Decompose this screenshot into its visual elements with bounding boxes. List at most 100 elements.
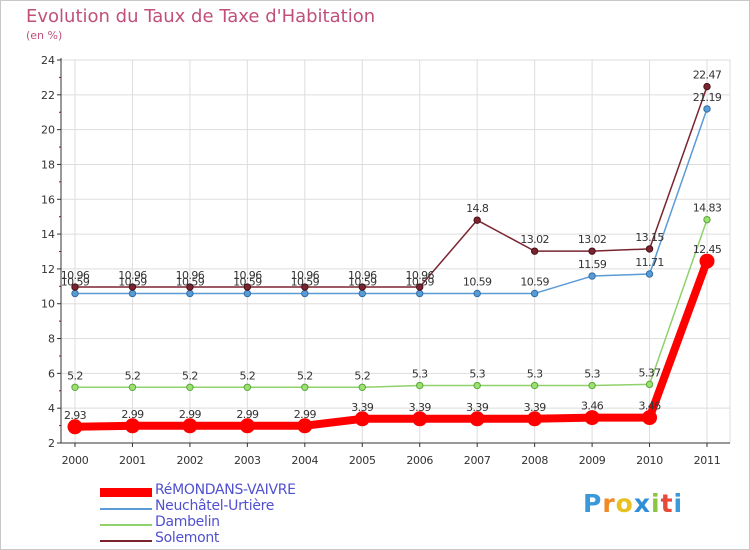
data-label-remondans: 2.99: [121, 408, 144, 421]
data-label-neuchatel: 10.59: [520, 275, 549, 288]
chart-title: Evolution du Taux de Taxe d'Habitation: [26, 6, 376, 27]
y-tick-label: 14: [41, 228, 55, 241]
data-point-solemont: [358, 283, 366, 291]
data-point-neuchatel: [243, 289, 252, 298]
y-tick-label: 4: [48, 402, 55, 415]
x-tick-label: 2010: [636, 454, 663, 467]
data-point-dambelin: [703, 215, 711, 224]
data-label-solemont: 10.96: [118, 269, 147, 282]
series-line-solemont: [75, 86, 708, 288]
data-label-remondans: 12.45: [693, 243, 722, 256]
x-tick-label: 2001: [119, 454, 146, 467]
data-point-dambelin: [416, 381, 424, 390]
data-point-dambelin: [186, 383, 194, 391]
data-label-neuchatel: 10.59: [176, 275, 205, 288]
data-point-remondans: [67, 419, 83, 435]
y-tick-label: 20: [41, 124, 55, 137]
logo-letter: P: [583, 489, 603, 518]
y-tick-label: 18: [41, 158, 55, 171]
data-label-neuchatel: 10.59: [291, 275, 320, 288]
data-label-neuchatel: 10.59: [233, 275, 262, 288]
logo-letter: i: [651, 489, 661, 518]
data-label-remondans: 3.46: [581, 400, 604, 413]
data-point-dambelin: [128, 383, 137, 391]
x-tick-label: 2007: [464, 454, 491, 467]
data-label-solemont: 13.02: [520, 233, 549, 246]
data-point-dambelin: [358, 383, 366, 391]
data-point-dambelin: [588, 381, 596, 390]
data-point-solemont: [416, 283, 424, 291]
data-label-remondans: 2.93: [64, 409, 87, 422]
data-point-dambelin: [243, 383, 252, 391]
data-label-neuchatel: 10.59: [405, 275, 434, 288]
data-label-solemont: 13.15: [635, 231, 664, 244]
data-point-remondans: [239, 418, 255, 434]
data-label-dambelin: 5.2: [67, 369, 83, 382]
data-label-neuchatel: 21.19: [693, 91, 722, 104]
y-tick-label: 16: [41, 193, 55, 206]
data-point-dambelin: [530, 381, 539, 390]
data-point-remondans: [642, 410, 658, 426]
data-label-dambelin: 5.3: [412, 368, 428, 381]
y-tick-label: 8: [48, 333, 55, 346]
legend-label-dambelin: Dambelin: [155, 514, 220, 530]
data-point-neuchatel: [588, 272, 596, 280]
data-label-solemont: 14.8: [466, 202, 489, 215]
y-tick-label: 10: [41, 298, 55, 311]
x-tick-label: 2004: [291, 454, 318, 467]
data-label-remondans: 3.46: [638, 400, 661, 413]
data-point-remondans: [182, 418, 198, 434]
legend-item-remondans: RéMONDANS-VAIVRE: [100, 482, 400, 501]
x-tick-label: 2005: [349, 454, 376, 467]
logo-letter: t: [660, 489, 674, 518]
data-point-neuchatel: [128, 289, 137, 298]
x-tick-label: 2008: [521, 454, 548, 467]
data-label-solemont: 10.96: [61, 269, 90, 282]
data-label-neuchatel: 10.59: [463, 275, 492, 288]
data-point-neuchatel: [358, 289, 366, 298]
data-point-remondans: [469, 411, 485, 427]
data-point-solemont: [71, 283, 79, 291]
data-point-neuchatel: [186, 289, 194, 298]
data-point-neuchatel: [530, 289, 539, 298]
data-label-dambelin: 5.37: [638, 366, 661, 379]
data-point-neuchatel: [416, 289, 424, 298]
logo-letter: i: [673, 489, 684, 518]
y-tick-label: 12: [41, 263, 55, 276]
series-line-neuchatel: [75, 108, 708, 295]
data-label-dambelin: 5.2: [125, 369, 141, 382]
data-label-dambelin: 5.2: [182, 369, 198, 382]
series-line-dambelin: [75, 219, 708, 389]
data-label-neuchatel: 10.59: [348, 275, 377, 288]
data-label-remondans: 2.99: [294, 408, 317, 421]
logo-letter: x: [633, 489, 651, 518]
x-tick-label: 2000: [62, 454, 89, 467]
logo-letter: r: [602, 489, 616, 518]
data-point-remondans: [584, 410, 600, 426]
data-point-solemont: [645, 245, 654, 253]
legend-swatch-neuchatel: [100, 508, 152, 510]
data-point-solemont: [588, 247, 596, 255]
data-label-solemont: 13.02: [578, 233, 607, 246]
proxiti-logo: Proxiti: [583, 489, 683, 518]
x-tick-label: 2006: [406, 454, 433, 467]
data-point-solemont: [186, 283, 194, 291]
data-label-neuchatel: 10.59: [118, 275, 147, 288]
data-label-dambelin: 5.3: [584, 368, 600, 381]
x-tick-label: 2011: [694, 454, 721, 467]
data-label-dambelin: 5.2: [240, 369, 256, 382]
data-point-dambelin: [645, 380, 654, 389]
data-label-remondans: 2.99: [236, 408, 259, 421]
legend-label-neuchatel: Neuchâtel-Urtière: [155, 498, 275, 514]
data-point-dambelin: [473, 381, 481, 390]
data-point-solemont: [473, 216, 481, 224]
y-tick-label: 22: [41, 89, 55, 102]
data-point-remondans: [699, 253, 715, 269]
data-label-remondans: 3.39: [466, 401, 489, 414]
legend-item-solemont: Solemont: [100, 530, 400, 549]
data-label-solemont: 10.96: [291, 269, 320, 282]
data-label-solemont: 10.96: [405, 269, 434, 282]
data-point-neuchatel: [71, 289, 79, 298]
data-point-remondans: [412, 411, 428, 427]
data-label-dambelin: 5.2: [354, 369, 370, 382]
